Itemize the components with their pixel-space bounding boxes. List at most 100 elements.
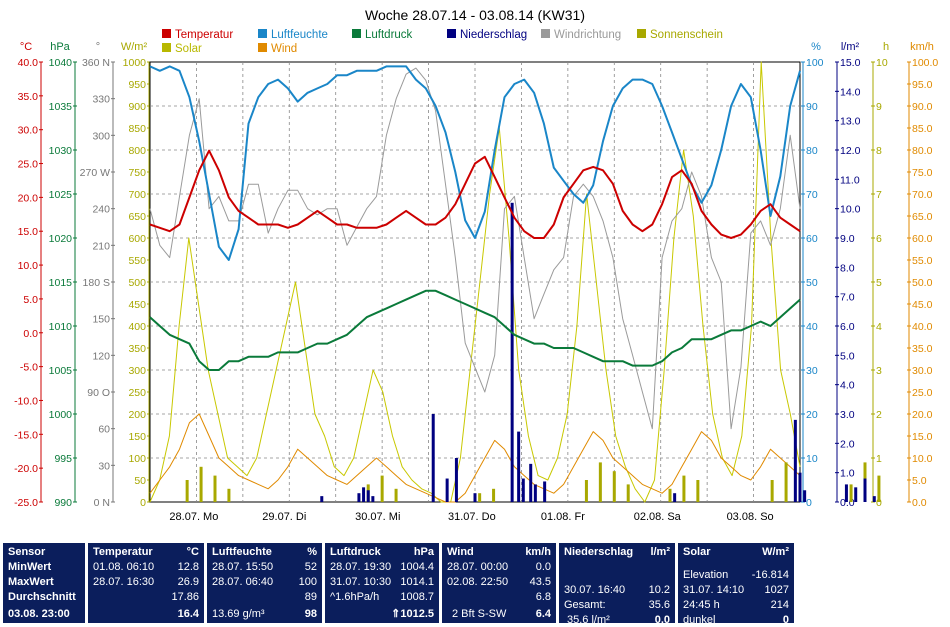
precipitation-bar <box>362 487 366 502</box>
left-axis-tick-label: -25.0 <box>14 497 38 509</box>
legend-label: Solar <box>175 43 202 55</box>
sensor-max-label: MaxWert <box>8 576 54 588</box>
sunshine-bar <box>492 488 496 502</box>
rain-day: 35.6 l/m² <box>567 614 610 626</box>
left-axis-tick-label: 995 <box>54 453 72 465</box>
legend-swatch <box>258 43 267 52</box>
left-axis-tick-label: 550 <box>128 255 146 267</box>
legend-label: Sonnenschein <box>650 29 723 41</box>
sunshine-bar <box>584 480 588 502</box>
precipitation-bar <box>357 493 361 502</box>
rain-total: 35.6 <box>648 599 670 611</box>
right-axis-tick-label: 85.0 <box>912 123 933 135</box>
solar-current: 0 <box>782 614 789 626</box>
left-axis-tick-label: -15.0 <box>14 429 38 441</box>
left-axis-tick-label: 40.0 <box>18 57 39 69</box>
wind-min-value: 0.0 <box>535 561 551 573</box>
right-axis-tick-label: 2.0 <box>840 438 855 450</box>
sunshine-bar <box>478 493 482 502</box>
stats-table: Sensor MinWert MaxWert Durchschnitt 03.0… <box>0 538 950 626</box>
right-axis-tick-label: 90 <box>806 101 818 113</box>
left-axis-tick-label: -5.0 <box>20 362 38 374</box>
right-axis-tick-label: 25.0 <box>912 387 933 399</box>
temperature-max-time: 28.07. 16:30 <box>93 576 155 588</box>
series-wind-direction-line <box>149 67 801 430</box>
left-axis-tick-label: 1000 <box>123 57 147 69</box>
humidity-current: 98 <box>304 608 317 620</box>
sunshine-bar <box>877 475 881 502</box>
sunshine-bar <box>185 480 189 502</box>
precipitation-bar <box>863 478 867 502</box>
temperature-min-time: 01.08. 06:10 <box>93 561 155 573</box>
right-axis-tick-label: 10 <box>806 453 818 465</box>
sunshine-bar <box>849 484 853 502</box>
right-axis-tick-label: 40.0 <box>912 321 933 333</box>
sunshine-bar <box>227 488 231 502</box>
right-axis-tick-label: 3 <box>876 365 882 377</box>
precipitation-bar <box>673 493 677 502</box>
left-axis-tick-label: 1015 <box>49 277 73 289</box>
left-axis-tick-label: 700 <box>128 189 146 201</box>
right-axis-tick-label: 12.0 <box>840 145 861 157</box>
precipitation-bar <box>366 490 370 502</box>
series <box>149 61 881 503</box>
left-axis-tick-label: 400 <box>128 321 146 333</box>
stats-temperature-panel: Temperatur °C 01.08. 06:10 12.8 28.07. 16:… <box>88 543 204 623</box>
wind-max-time: 02.08. 22:50 <box>447 576 509 588</box>
right-axis-tick-label: 10 <box>876 57 888 69</box>
left-axis-tick-label: 100 <box>128 453 146 465</box>
left-axis-tick-label: 1035 <box>49 101 73 113</box>
right-axis-tick-label: 15.0 <box>840 57 861 69</box>
sunshine-bar <box>598 462 602 502</box>
left-axis-tick-label: 1040 <box>49 57 73 69</box>
right-axis-tick-label: 15.0 <box>912 431 933 443</box>
humidity-avg: 89 <box>304 591 317 603</box>
right-axis-tick-label: 1.0 <box>840 468 855 480</box>
left-axis-unit: W/m² <box>121 41 148 53</box>
wind-avg: 6.8 <box>535 591 551 603</box>
chart-svg: Woche 28.07.14 - 03.08.14 (KW31) Tempera… <box>14 7 938 523</box>
pressure-min-value: 1004.4 <box>400 561 434 573</box>
series-temperature-line <box>149 149 801 239</box>
left-axis-tick-label: 30.0 <box>18 125 39 137</box>
rain-unit: l/m² <box>650 546 670 558</box>
precipitation-bar <box>543 481 547 502</box>
left-axis-tick-label: 90 O <box>87 387 110 399</box>
legend: Temperatur Luftfeuchte Luftdruck Niederschl… <box>162 29 723 55</box>
legend-label: Luftfeuchte <box>271 29 328 41</box>
left-axis-tick-label: 900 <box>128 101 146 113</box>
sunshine-bar <box>784 462 788 502</box>
solar-elevation: -16.814 <box>751 569 789 581</box>
precipitation-bar <box>844 484 848 502</box>
x-axis-label: 29.07. Di <box>262 511 306 523</box>
solar-sun-value: 214 <box>770 599 789 611</box>
left-axis-tick-label: 350 <box>128 343 146 355</box>
right-axis-tick-label: 90.0 <box>912 101 933 113</box>
left-axis-tick-label: -20.0 <box>14 463 38 475</box>
left-axis-unit: °C <box>20 41 32 53</box>
left-axis-tick-label: 20.0 <box>18 192 39 204</box>
sunshine-bar <box>380 475 384 502</box>
left-axis-tick-label: 240 <box>92 204 110 216</box>
precipitation-bar <box>533 484 537 502</box>
legend-swatch <box>447 29 456 38</box>
left-axis-tick-label: 30 <box>98 460 110 472</box>
temperature-current: 16.4 <box>177 608 199 620</box>
left-axis-tick-label: 35.0 <box>18 91 39 103</box>
solar-elevation-label: Elevation <box>683 569 729 581</box>
right-axis-tick-label: 30.0 <box>912 365 933 377</box>
right-axis-tick-label: 70.0 <box>912 189 933 201</box>
trend-up-icon: ⇑ <box>391 608 401 620</box>
humidity-min-value: 52 <box>304 561 317 573</box>
right-axis-tick-label: 9.0 <box>840 233 855 245</box>
left-axis-tick-label: 750 <box>128 167 146 179</box>
right-axis-tick-label: 55.0 <box>912 255 933 267</box>
right-axis-tick-label: 10.0 <box>912 453 933 465</box>
stats-solar-panel: Solar W/m² Elevation -16.814 31.07. 14:10 1… <box>678 543 794 626</box>
right-axis-tick-label: 11.0 <box>840 174 860 186</box>
right-axis-unit: l/m² <box>841 41 860 53</box>
pressure-current-value: 1012.5 <box>400 608 434 620</box>
right-axis-tick-label: 1 <box>876 453 882 465</box>
left-axis-tick-label: 650 <box>128 211 146 223</box>
rain-max-value: 10.2 <box>648 584 670 596</box>
